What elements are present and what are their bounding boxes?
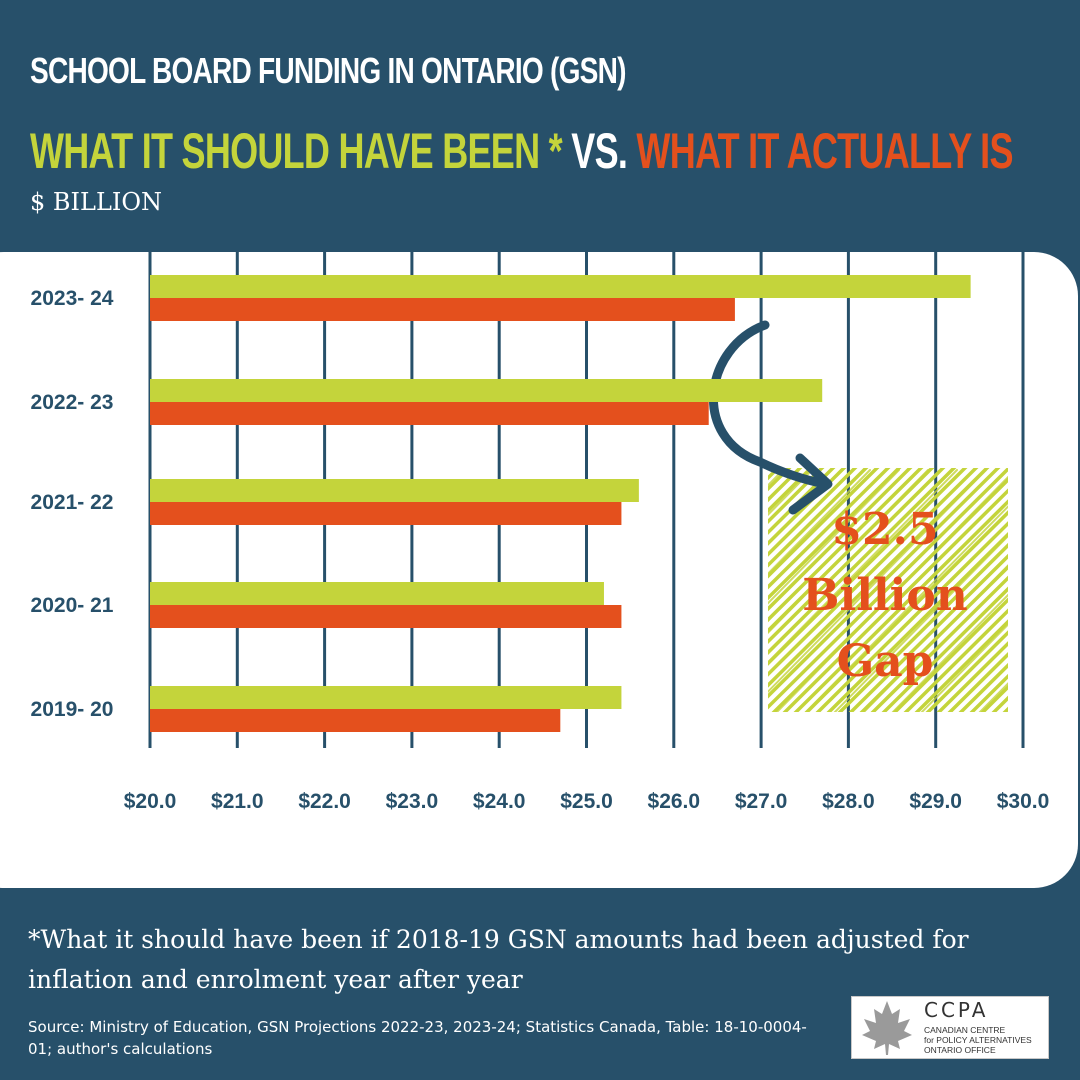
logo-subtitle: CANADIAN CENTRE for POLICY ALTERNATIVES ON… [924,1025,1032,1055]
y-category-label: 2019- 20 [31,698,114,721]
gap-arrow-icon [709,320,830,489]
maple-leaf-icon [862,1001,912,1055]
unit-label: $ BILLION [30,188,163,216]
y-category-label: 2020- 21 [31,594,114,617]
chart-subtitle: WHAT IT SHOULD HAVE BEEN * VS. WHAT IT A… [30,122,1013,180]
subtitle-vs: VS. [571,123,628,179]
gap-annotation-text: $2.5 [831,504,938,555]
logo-subtitle-line-3: ONTARIO OFFICE [924,1045,996,1055]
x-tick-label: $28.0 [822,790,875,813]
gap-annotation-text: Gap [837,636,934,687]
bar-actual [150,402,709,425]
x-tick-label: $21.0 [211,790,264,813]
gap-hatch-fill [768,468,1008,712]
x-tick-label: $20.0 [124,790,177,813]
subtitle-asterisk: * [548,123,563,179]
bar-actual [150,605,622,628]
x-tick-label: $26.0 [648,790,701,813]
x-tick-label: $24.0 [473,790,526,813]
subtitle-should-have-been: WHAT IT SHOULD HAVE BEEN [30,123,540,179]
bar-chart: $20.0 $21.0 $22.0 $23.0 $24.0 $25.0 $26.0 $27.0… [31,252,1050,813]
bar-should-have-been [150,275,971,298]
x-tick-label: $22.0 [298,790,351,813]
footnote: *What it should have been if 2018-19 GSN… [28,925,969,994]
x-tick-label: $27.0 [735,790,788,813]
ccpa-logo: CCPA CANADIAN CENTRE for POLICY ALTERNATI… [851,996,1049,1059]
bar-should-have-been [150,686,622,709]
gap-arrowhead-icon [788,453,833,515]
bar-actual [150,502,622,525]
x-tick-label: $30.0 [997,790,1050,813]
chart-panel [0,252,1078,888]
bar-actual [150,298,735,321]
y-category-label: 2022- 23 [31,391,114,414]
y-category-label: 2023- 24 [31,287,114,310]
bar-actual [150,709,561,732]
source-note: Source: Ministry of Education, GSN Proje… [28,1018,807,1058]
gap-annotation-text: Billion [802,570,967,621]
logo-subtitle-line-2: for POLICY ALTERNATIVES [924,1035,1032,1045]
x-tick-label: $29.0 [909,790,962,813]
y-category-label: 2021- 22 [31,491,114,514]
chart-title: SCHOOL BOARD FUNDING IN ONTARIO (GSN) [30,50,626,91]
bar-should-have-been [150,379,823,402]
x-tick-label: $23.0 [386,790,439,813]
bar-should-have-been [150,582,604,605]
bar-should-have-been [150,479,639,502]
subtitle-actually-is: WHAT IT ACTUALLY IS [636,123,1013,179]
logo-name: CCPA [924,998,989,1022]
logo-subtitle-line-1: CANADIAN CENTRE [924,1025,1006,1035]
x-tick-label: $25.0 [560,790,613,813]
